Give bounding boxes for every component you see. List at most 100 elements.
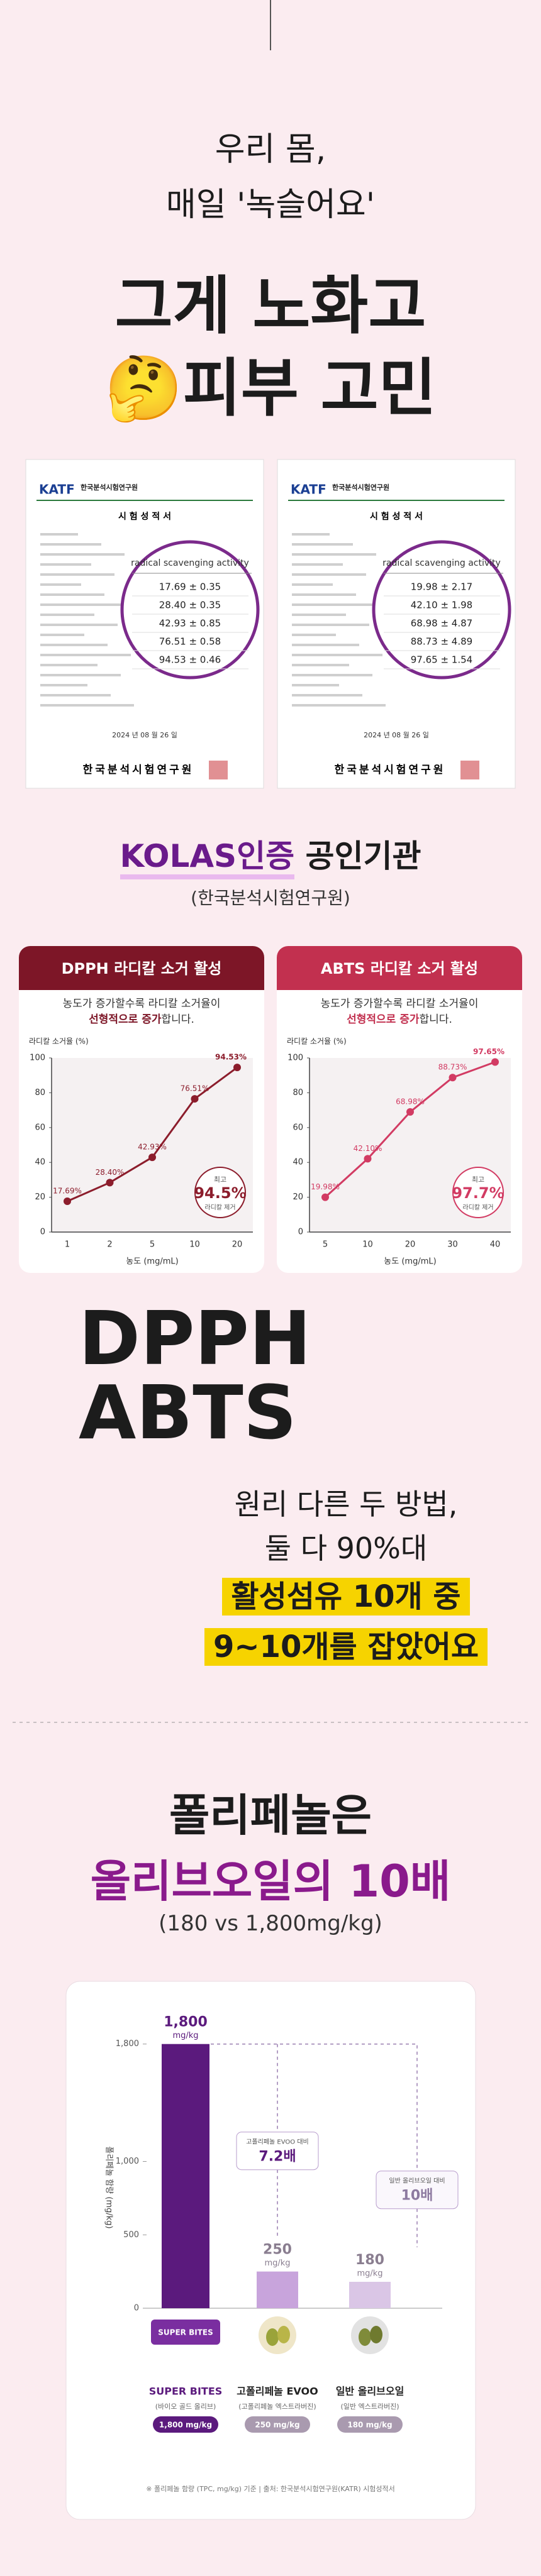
doc-title: 시 험 성 적 서 [370,511,423,522]
y-tick-label: 80 [35,1088,45,1098]
point [191,1095,199,1103]
y-tick-label: 0 [40,1228,45,1237]
y-tick-label: 0 [298,1228,303,1237]
x-tick-label: 40 [490,1240,501,1250]
highlight-sub: 라디칼 제거 [204,1203,235,1211]
row [40,624,118,626]
row [40,694,111,696]
row [292,684,339,686]
x-tick-label: 10 [189,1240,200,1250]
y-tick-label: 500 [123,2230,139,2240]
y-tick-label: 40 [293,1158,303,1167]
intro-line: 우리 몸, [215,131,326,168]
value-label: 68.98% [396,1097,425,1106]
bar [349,2281,391,2308]
row [40,654,131,656]
magnifier [120,540,260,680]
product-pack [151,2320,220,2345]
row [40,573,114,576]
row [40,664,98,666]
stamp [209,761,228,779]
row [40,704,134,707]
value-unit: mg/kg [357,2269,382,2278]
headline: 🤔피부 고민 [104,351,437,425]
badge [245,2416,310,2433]
highlight-caption: 최고 [214,1175,226,1184]
result: 68.98 ± 4.87 [411,618,472,629]
highlight-line: 9~10개를 잡았어요 [157,1622,535,1666]
y-tick-label: 100 [287,1054,303,1063]
row [40,634,84,636]
compare-caption: 일반 올리브오일 대비 [389,2177,445,2185]
row [40,543,101,546]
intro-line: 매일 '녹슬어요' [165,186,376,224]
y-axis-title: 라디칼 소거율 (%) [287,1037,347,1046]
footer: 한국분석시험연구원 [335,763,446,776]
row [40,553,125,556]
kolas-highlight: KOLAS인증 [120,838,295,879]
category-sublabel: (바이오 골드 올리브) [155,2403,216,2411]
card-header [19,971,264,990]
method-line: 원리 다른 두 방법, [234,1487,458,1521]
category-label: SUPER BITES [149,2386,223,2397]
polyphenol-title: 올리브오일의 10배 [90,1856,451,1907]
value-label: 88.73% [438,1063,467,1072]
row [292,654,382,656]
stamp [460,761,479,779]
result: 42.10 ± 1.98 [411,600,472,611]
kolas-sub: (한국분석시험연구원) [191,888,350,908]
point [233,1064,241,1072]
row [292,694,362,696]
product-label: SUPER BITES [158,2328,213,2337]
highlight-line: 활성섬유 10개 중 [157,1571,535,1616]
org: 한국분석시험연구원 [332,483,389,492]
compare-caption: 고폴리페놀 EVOO 대비 [246,2138,308,2146]
point [64,1197,71,1205]
row [40,644,108,646]
row [292,614,346,616]
y-tick-label: 60 [35,1123,45,1132]
row [292,664,349,666]
row [40,583,81,586]
magnifier [372,540,511,680]
olive [266,2328,279,2346]
value-unit: mg/kg [172,2031,198,2040]
result: 17.69 ± 0.35 [159,581,221,593]
result: 94.53 ± 0.46 [159,654,221,666]
y-axis-title: 라디칼 소거율 (%) [29,1037,89,1046]
x-tick-label: 30 [447,1240,458,1250]
description-end: 합니다. [420,1013,452,1026]
x-tick-label: 20 [232,1240,243,1250]
row [40,563,91,566]
x-tick-label: 10 [362,1240,373,1250]
result: 88.73 ± 4.89 [411,636,472,647]
highlight-value: 94.5% [194,1184,246,1202]
x-tick-label: 20 [405,1240,416,1250]
footer: 한국분석시험연구원 [83,763,194,776]
polyphenol-title: 폴리페놀은 [169,1790,372,1841]
chart-title: DPPH 라디칼 소거 활성 [62,960,222,977]
point [364,1155,372,1163]
y-tick-label: 100 [30,1054,45,1063]
x-axis-title: 농도 (mg/mL) [126,1257,178,1267]
row [292,583,333,586]
doc-title: 시 험 성 적 서 [118,511,171,522]
value-unit: mg/kg [264,2259,290,2268]
result: 19.98 ± 2.17 [411,581,472,593]
category-sublabel: (고폴리페놀 엑스트라버진) [238,2403,316,2411]
y-tick-label: 1,000 [116,2157,139,2166]
y-tick-label: 60 [293,1123,303,1132]
y-tick-label: 20 [35,1192,45,1202]
bar [257,2271,298,2308]
badge-text: 250 mg/kg [255,2421,299,2430]
method-name: ABTS [79,1369,297,1456]
value-label: 42.93% [138,1143,167,1152]
column-head: radical scavenging activity [382,558,501,568]
method-line: 둘 다 90%대 [264,1531,428,1565]
top-line [270,0,271,50]
org: 한국분석시험연구원 [81,483,138,492]
